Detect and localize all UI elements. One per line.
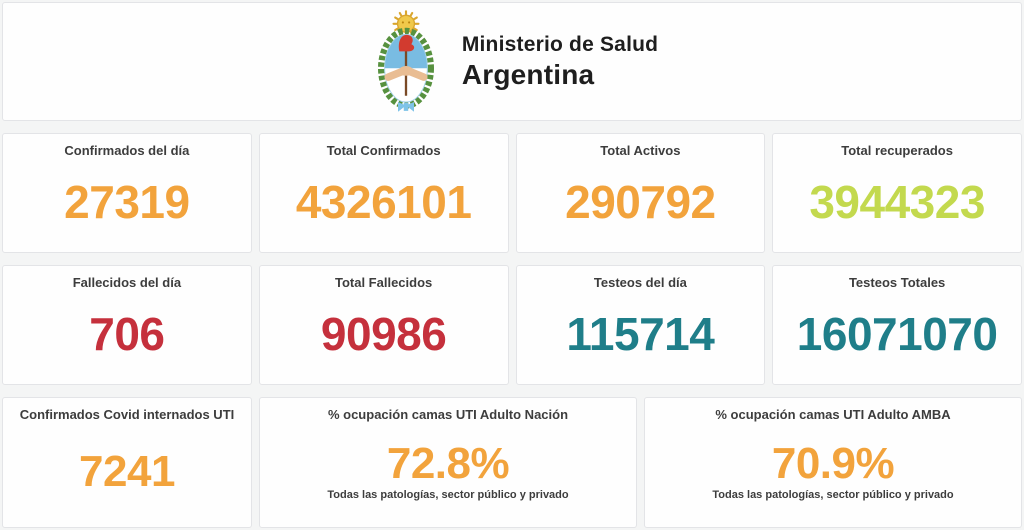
stats-row-1: Confirmados del día 27319 Total Confirma… bbox=[2, 133, 1022, 253]
ministry-name: Ministerio de Salud bbox=[461, 32, 659, 56]
panel-body: 16071070 bbox=[773, 291, 1021, 384]
stats-row-2: Fallecidos del día 706 Total Fallecidos … bbox=[2, 265, 1022, 385]
stat-value: 290792 bbox=[565, 176, 716, 229]
ministry-title-block: Ministerio de Salud Argentina bbox=[462, 33, 658, 91]
stat-value: 70.9% bbox=[771, 439, 895, 489]
panel-body: 7241 bbox=[3, 423, 251, 527]
panel-body: 4326101 bbox=[260, 159, 508, 252]
panel-body: 706 bbox=[3, 291, 251, 384]
panel-body: 27319 bbox=[3, 159, 251, 252]
panel-title: Total Activos bbox=[600, 143, 681, 158]
panel-title: Total Confirmados bbox=[326, 143, 441, 158]
panel-title: Total recuperados bbox=[841, 143, 953, 158]
panel-title: Fallecidos del día bbox=[72, 275, 182, 290]
panel-body: 70.9% Todas las patologías, sector públi… bbox=[645, 423, 1021, 527]
stat-panel-ocupacion-uti-amba: % ocupación camas UTI Adulto AMBA 70.9% … bbox=[644, 397, 1022, 528]
panel-title: % ocupación camas UTI Adulto AMBA bbox=[715, 407, 951, 422]
stat-panel-testeos-dia: Testeos del día 115714 bbox=[515, 265, 766, 385]
panel-body: 115714 bbox=[517, 291, 765, 384]
stat-panel-confirmados-dia: Confirmados del día 27319 bbox=[2, 133, 252, 253]
stat-panel-ocupacion-uti-nacion: % ocupación camas UTI Adulto Nación 72.8… bbox=[259, 397, 637, 528]
stat-value: 706 bbox=[89, 308, 165, 361]
stat-value: 16071070 bbox=[796, 308, 998, 361]
stat-value: 27319 bbox=[64, 176, 190, 229]
panel-body: 90986 bbox=[260, 291, 508, 384]
panel-title: Confirmados Covid internados UTI bbox=[19, 407, 235, 422]
panel-title: Testeos Totales bbox=[848, 275, 946, 290]
argentina-coat-of-arms-icon bbox=[377, 9, 434, 112]
stat-panel-uti-internados: Confirmados Covid internados UTI 7241 bbox=[2, 397, 252, 528]
panel-title: % ocupación camas UTI Adulto Nación bbox=[327, 407, 569, 422]
panel-body: 3944323 bbox=[773, 159, 1021, 252]
stat-panel-total-activos: Total Activos 290792 bbox=[515, 133, 766, 253]
stat-value: 72.8% bbox=[386, 439, 510, 489]
panel-body: 72.8% Todas las patologías, sector públi… bbox=[260, 423, 636, 527]
country-name: Argentina bbox=[461, 58, 595, 90]
stats-row-3: Confirmados Covid internados UTI 7241 % … bbox=[2, 397, 1022, 528]
header-panel: Ministerio de Salud Argentina bbox=[2, 2, 1022, 121]
stat-panel-total-fallecidos: Total Fallecidos 90986 bbox=[258, 265, 509, 385]
stat-value: 90986 bbox=[320, 308, 447, 361]
stat-panel-total-recuperados: Total recuperados 3944323 bbox=[772, 133, 1022, 253]
stat-subtitle: Todas las patologías, sector público y p… bbox=[327, 489, 569, 502]
panel-title: Confirmados del día bbox=[64, 143, 190, 158]
panel-title: Total Fallecidos bbox=[334, 275, 433, 290]
stat-subtitle: Todas las patologías, sector público y p… bbox=[712, 489, 954, 502]
panel-body: 290792 bbox=[517, 159, 765, 252]
stat-value: 115714 bbox=[566, 308, 715, 361]
stat-panel-fallecidos-dia: Fallecidos del día 706 bbox=[2, 265, 252, 385]
stat-panel-total-confirmados: Total Confirmados 4326101 bbox=[258, 133, 509, 253]
stat-value: 7241 bbox=[79, 446, 175, 496]
panel-title: Testeos del día bbox=[593, 275, 687, 290]
stat-value: 4326101 bbox=[295, 176, 472, 229]
stat-panel-testeos-totales: Testeos Totales 16071070 bbox=[772, 265, 1022, 385]
stat-value: 3944323 bbox=[809, 176, 985, 229]
